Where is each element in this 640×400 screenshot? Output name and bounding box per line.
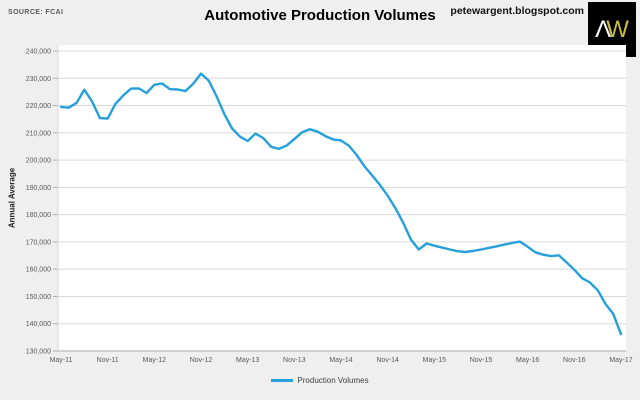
legend: Production Volumes — [0, 376, 640, 385]
x-tick-label: May-12 — [143, 357, 166, 364]
y-tick-label: 130,000 — [26, 349, 51, 356]
x-tick-label: May-16 — [516, 357, 539, 364]
x-tick-label: Nov-11 — [97, 357, 119, 364]
line-chart-canvas: 240,000 230,000 220,000 210,000 200,000 190,0… — [26, 45, 633, 364]
y-tick-label: 160,000 — [26, 267, 51, 274]
y-axis-title: Annual Average — [7, 167, 17, 229]
x-tick-label: May-13 — [236, 357, 259, 364]
y-tick-label: 180,000 — [26, 212, 51, 219]
x-tick-label: May-14 — [329, 357, 352, 364]
y-tick-label: 210,000 — [26, 130, 51, 137]
y-tick-label: 240,000 — [26, 49, 51, 56]
x-tick-label: Nov-15 — [470, 357, 493, 364]
x-tick-label: Nov-12 — [190, 357, 213, 364]
source-label: SOURCE: FCAI — [8, 9, 64, 16]
x-tick-label: May-11 — [50, 357, 73, 364]
x-tick-label: May-15 — [423, 357, 446, 364]
logo-letter-a: Λ — [595, 15, 612, 43]
x-tick-label: May-17 — [609, 357, 632, 364]
production-volumes-line — [59, 72, 623, 336]
y-tick-label: 220,000 — [26, 103, 51, 110]
y-tick-label: 140,000 — [26, 321, 51, 328]
y-tick-label: 230,000 — [26, 76, 51, 83]
y-tick-label: 170,000 — [26, 239, 51, 246]
page-title: Automotive Production Volumes — [204, 7, 436, 24]
legend-label: Production Volumes — [297, 376, 369, 385]
x-tick-label: Nov-16 — [563, 357, 586, 364]
plot-area — [58, 45, 626, 351]
y-tick-label: 150,000 — [26, 294, 51, 301]
x-tick-label: Nov-14 — [376, 357, 399, 364]
legend-line-swatch — [271, 379, 294, 382]
y-tick-label: 200,000 — [26, 158, 51, 165]
x-tick-label: Nov-13 — [283, 357, 306, 364]
y-tick-label: 190,000 — [26, 185, 51, 192]
site-url: petewargent.blogspot.com — [450, 5, 584, 17]
logo-letter-w: W — [606, 15, 629, 43]
